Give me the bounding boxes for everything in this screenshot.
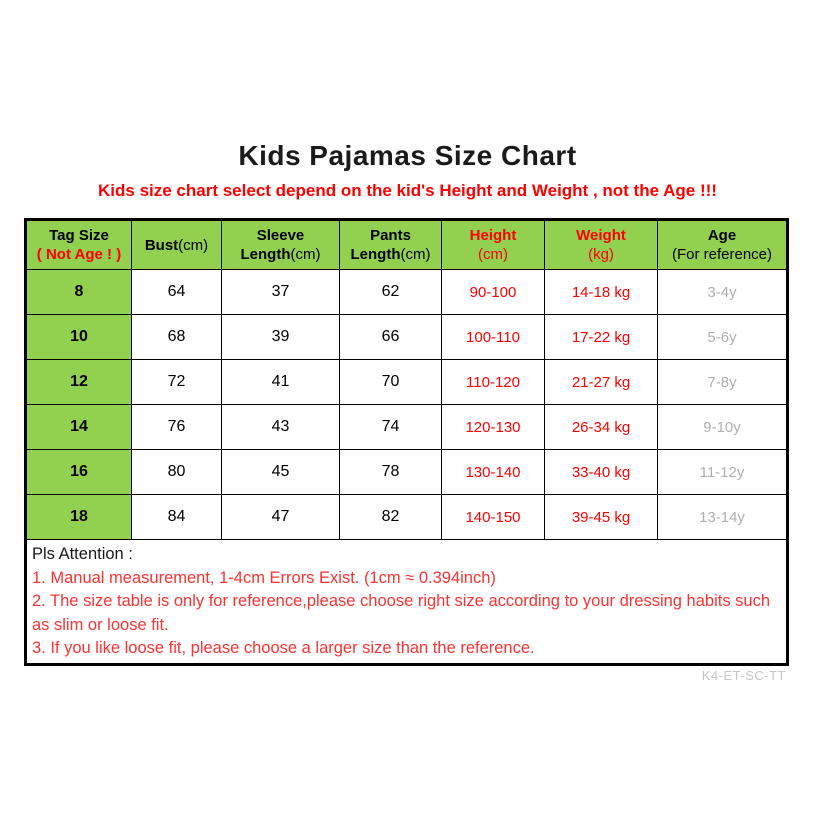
pants-cell: 70 <box>339 359 442 405</box>
header-weight-label: Weight <box>576 227 626 244</box>
height-cell: 100-110 <box>441 314 545 360</box>
note-line-1: 1. Manual measurement, 1-4cm Errors Exis… <box>32 568 496 587</box>
header-sleeve-length: Sleeve Length(cm) <box>221 219 340 270</box>
header-height-label: Height <box>469 227 517 244</box>
weight-cell: 33-40 kg <box>544 449 658 495</box>
header-pants-length: Pants Length(cm) <box>339 219 442 270</box>
table-row: 14 76 43 74 120-130 26-34 kg 9-10y <box>25 404 788 450</box>
header-tag-size: Tag Size ( Not Age ! ) <box>25 219 132 270</box>
header-height: Height (cm) <box>441 219 545 270</box>
header-age-sub: (For reference) <box>671 246 773 263</box>
size-chart-table: Tag Size ( Not Age ! ) Bust(cm) Sleeve L… <box>24 218 789 666</box>
tag-size-cell: 10 <box>25 314 132 360</box>
header-bust-unit: (cm) <box>178 236 209 254</box>
header-pants-unit: (cm) <box>400 246 431 263</box>
header-sleeve-unit: (cm) <box>290 246 321 263</box>
header-tag-size-main: Tag Size <box>49 227 109 244</box>
pants-cell: 62 <box>339 269 442 315</box>
weight-cell: 14-18 kg <box>544 269 658 315</box>
table-row: 12 72 41 70 110-120 21-27 kg 7-8y <box>25 359 788 405</box>
weight-cell: 39-45 kg <box>544 494 658 540</box>
weight-cell: 21-27 kg <box>544 359 658 405</box>
product-code-watermark: K4-ET-SC-TT <box>701 668 786 683</box>
bust-cell: 84 <box>131 494 222 540</box>
pants-cell: 74 <box>339 404 442 450</box>
tag-size-cell: 12 <box>25 359 132 405</box>
age-cell: 7-8y <box>657 359 788 405</box>
bust-cell: 80 <box>131 449 222 495</box>
header-pants-line1: Pants <box>370 227 411 244</box>
header-height-unit: (cm) <box>478 246 508 263</box>
header-pants-line2: Length <box>350 246 401 263</box>
table-row: 18 84 47 82 140-150 39-45 kg 13-14y <box>25 494 788 540</box>
tag-size-cell: 16 <box>25 449 132 495</box>
tag-size-cell: 14 <box>25 404 132 450</box>
header-sleeve-line1: Sleeve <box>256 227 305 244</box>
note-line-3: 3. If you like loose fit, please choose … <box>32 639 535 657</box>
table-row: 16 80 45 78 130-140 33-40 kg 11-12y <box>25 449 788 495</box>
age-cell: 11-12y <box>657 449 788 495</box>
height-cell: 130-140 <box>441 449 545 495</box>
tag-size-cell: 18 <box>25 494 132 540</box>
height-cell: 90-100 <box>441 269 545 315</box>
bust-cell: 64 <box>131 269 222 315</box>
sleeve-cell: 43 <box>221 404 340 450</box>
sleeve-cell: 47 <box>221 494 340 540</box>
notes-row: Pls Attention : 1. Manual measurement, 1… <box>25 539 788 665</box>
pants-cell: 78 <box>339 449 442 495</box>
header-age-label: Age <box>707 227 737 244</box>
tag-size-cell: 8 <box>25 269 132 315</box>
bust-cell: 76 <box>131 404 222 450</box>
age-cell: 5-6y <box>657 314 788 360</box>
bust-cell: 68 <box>131 314 222 360</box>
pants-cell: 82 <box>339 494 442 540</box>
table-row: 10 68 39 66 100-110 17-22 kg 5-6y <box>25 314 788 360</box>
height-cell: 120-130 <box>441 404 545 450</box>
weight-cell: 17-22 kg <box>544 314 658 360</box>
age-cell: 13-14y <box>657 494 788 540</box>
notes-cell: Pls Attention : 1. Manual measurement, 1… <box>25 539 788 665</box>
header-bust: Bust(cm) <box>131 219 222 270</box>
header-tag-size-sub: ( Not Age ! ) <box>36 246 122 263</box>
page-title: Kids Pajamas Size Chart <box>238 140 577 171</box>
note-line-2: 2. The size table is only for reference,… <box>32 592 771 634</box>
header-weight-unit: (kg) <box>588 246 614 263</box>
bust-cell: 72 <box>131 359 222 405</box>
header-weight: Weight (kg) <box>544 219 658 270</box>
pants-cell: 66 <box>339 314 442 360</box>
sleeve-cell: 41 <box>221 359 340 405</box>
age-cell: 9-10y <box>657 404 788 450</box>
height-cell: 140-150 <box>441 494 545 540</box>
header-bust-label: Bust <box>144 236 179 254</box>
table-header-row: Tag Size ( Not Age ! ) Bust(cm) Sleeve L… <box>25 219 788 270</box>
table-row: 8 64 37 62 90-100 14-18 kg 3-4y <box>25 269 788 315</box>
header-sleeve-line2: Length <box>240 246 291 263</box>
age-cell: 3-4y <box>657 269 788 315</box>
page-subtitle: Kids size chart select depend on the kid… <box>98 181 717 200</box>
sleeve-cell: 39 <box>221 314 340 360</box>
notes-attention-label: Pls Attention : <box>32 545 133 563</box>
height-cell: 110-120 <box>441 359 545 405</box>
sleeve-cell: 37 <box>221 269 340 315</box>
weight-cell: 26-34 kg <box>544 404 658 450</box>
sleeve-cell: 45 <box>221 449 340 495</box>
header-age: Age (For reference) <box>657 219 788 270</box>
